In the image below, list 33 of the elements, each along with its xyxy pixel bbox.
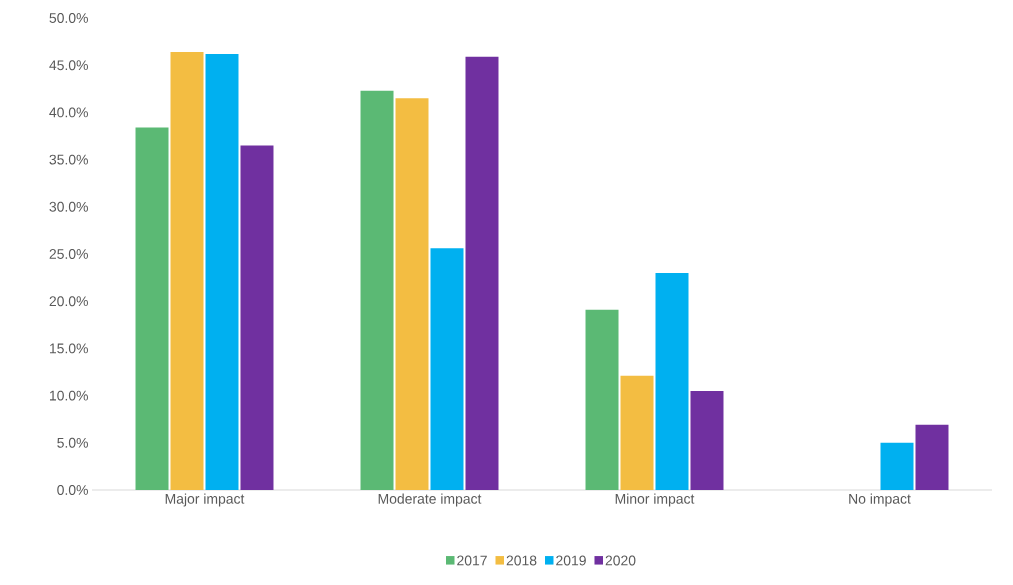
y-tick-label: 15.0% <box>49 343 88 354</box>
x-tick-label: Minor impact <box>615 493 695 507</box>
y-tick-label: 10.0% <box>49 390 88 401</box>
bar <box>690 390 724 490</box>
x-tick-label: Moderate impact <box>378 493 482 507</box>
bar <box>655 272 689 490</box>
x-tick-label: No impact <box>849 493 911 507</box>
bar <box>915 424 949 490</box>
legend-label: 2018 <box>506 555 537 566</box>
y-tick-label: 25.0% <box>49 249 88 259</box>
y-tick-label: 40.0% <box>49 107 88 118</box>
bar <box>395 98 429 490</box>
y-tick-label: 45.0% <box>49 60 88 71</box>
y-tick-label: 0.0% <box>57 485 88 495</box>
bar <box>205 53 239 490</box>
y-tick-label: 35.0% <box>49 154 88 165</box>
bar <box>360 90 394 490</box>
legend-label: 2017 <box>457 555 487 566</box>
bar <box>585 309 619 490</box>
bar <box>240 145 274 490</box>
bar <box>430 248 464 490</box>
legend-label: 2020 <box>605 555 636 566</box>
bar <box>170 51 204 490</box>
bar <box>135 127 169 490</box>
x-tick-label: Major impact <box>165 493 245 507</box>
bar <box>880 442 914 490</box>
legend-label: 2019 <box>556 555 586 566</box>
y-tick-label: 50.0% <box>49 13 88 23</box>
y-tick-label: 20.0% <box>49 296 88 307</box>
y-tick-label: 5.0% <box>57 437 88 448</box>
y-tick-label: 30.0% <box>49 201 88 212</box>
bar <box>465 56 499 490</box>
bar <box>620 375 654 490</box>
